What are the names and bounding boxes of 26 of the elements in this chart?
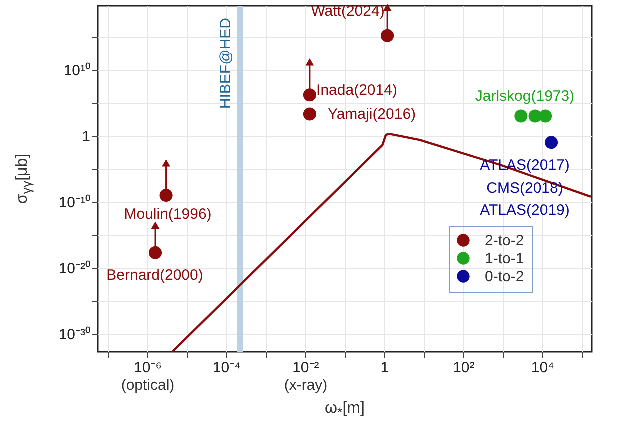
annotation: Yamaji(2016) [328,106,416,123]
annotation: Moulin(1996) [124,206,212,223]
y-tick-label: 10⁻¹⁰ [58,194,90,212]
y-tick-label: 10⁻²⁰ [58,260,90,278]
annotation: Bernard(2000) [106,267,204,284]
x-tick-label: 10² [453,360,475,376]
y-tick-label: 10⁻³⁰ [58,326,90,344]
annotation: Jarlskog(1973) [475,88,575,105]
y-tick-label: 10¹⁰ [64,62,90,80]
legend-label: 1-to-1 [485,250,524,268]
text: (optical) [121,377,175,394]
band-label: HIBEF@HED [217,18,234,110]
annotation: CMS(2018) [486,180,564,197]
text: (x-ray) [284,377,328,394]
x-axis-title: ω$_{*}$[m] [325,400,365,420]
x-tick-label: 10⁻⁴ [212,360,242,376]
legend-label: 2-to-2 [485,232,524,250]
x-tick-label: 10⁻⁶ [134,360,162,376]
legend-label: 0-to-2 [485,268,524,286]
x-tick-label: 1 [380,360,390,376]
x-tick-label: 10⁻² [292,360,320,376]
annotation: ATLAS(2019) [480,202,570,219]
y-tick-label: 1 [82,128,90,146]
annotation: Watt(2024) [311,3,385,20]
annotation: Inada(2014) [316,82,398,99]
x-tick-label: 10⁴ [531,360,554,376]
